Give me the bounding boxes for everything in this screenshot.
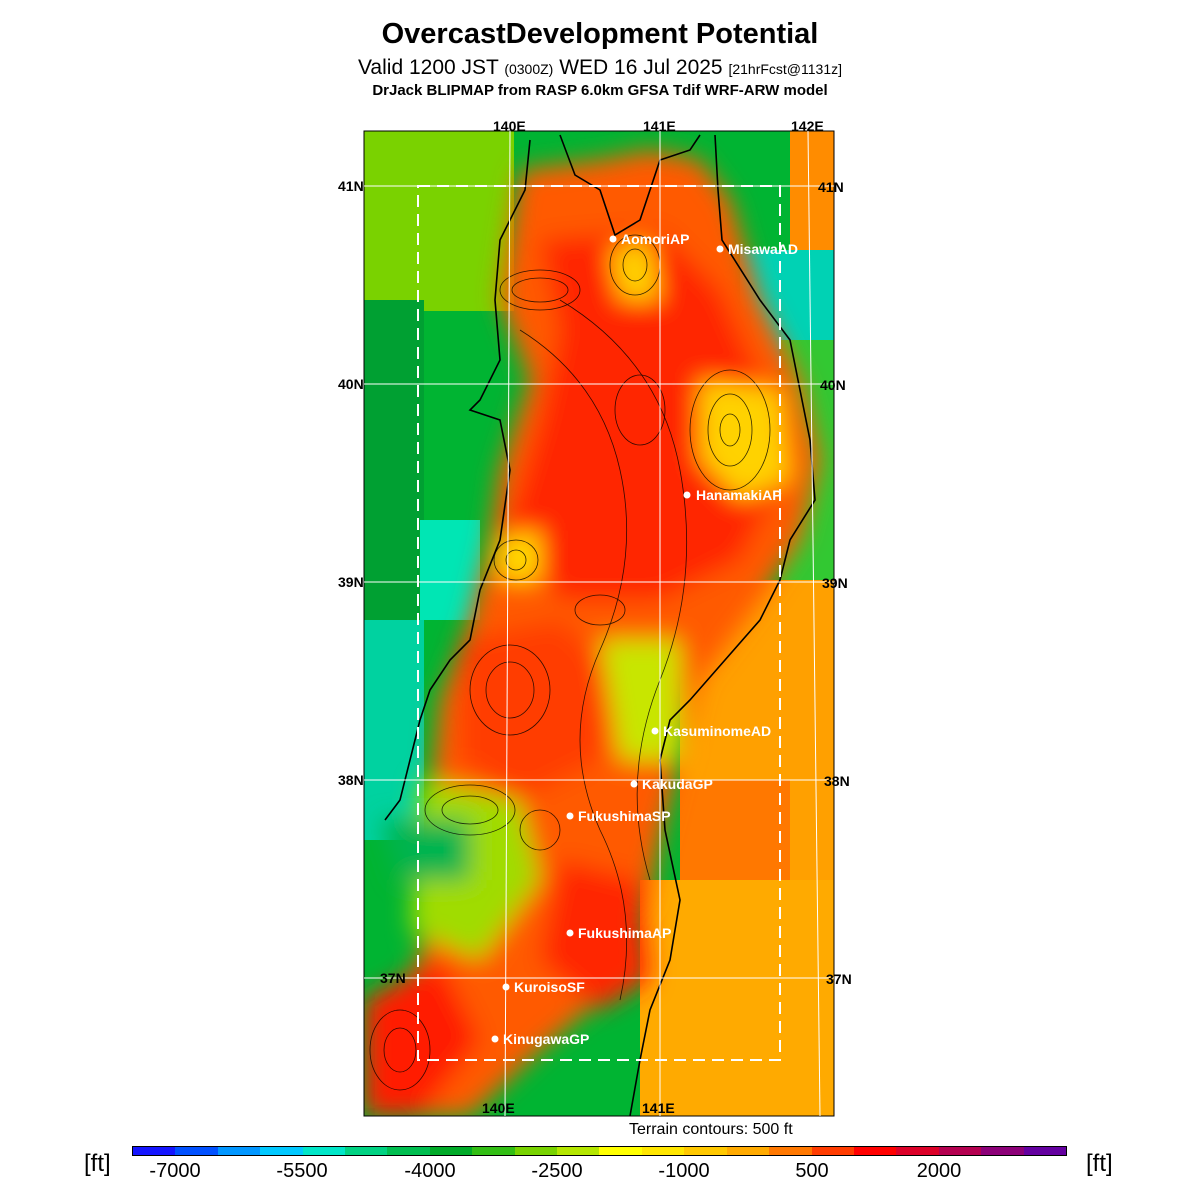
chart-title: OvercastDevelopment Potential	[381, 18, 819, 50]
lat-label-right: 40N	[820, 377, 846, 393]
valid-date: WED 16 Jul 2025	[559, 56, 723, 79]
station-marker	[566, 812, 574, 820]
lat-lon-grid	[364, 130, 834, 1117]
lat-label-left: 39N	[338, 574, 364, 590]
valid-time-line: Valid 1200 JST (0300Z) WED 16 Jul 2025 […	[0, 56, 1200, 80]
field-layer	[364, 131, 834, 1116]
lat-label-right: 41N	[818, 179, 844, 195]
station-label: KinugawaGP	[503, 1031, 589, 1047]
colorbar-segment	[514, 1147, 558, 1155]
colorbar	[132, 1146, 1067, 1156]
station-marker	[630, 780, 638, 788]
colorbar-tick-label: -2500	[531, 1160, 583, 1182]
lat-label-right: 39N	[822, 575, 848, 591]
colorbar-segment	[684, 1147, 727, 1155]
station-label: KasuminomeAD	[663, 723, 771, 739]
valid-prefix: Valid 1200 JST	[357, 56, 499, 79]
lon-label-top: 140E	[493, 118, 526, 134]
station-marker	[609, 235, 617, 243]
lat-label-right: 37N	[826, 971, 852, 987]
lat-label-left: 40N	[338, 376, 364, 392]
station-markers	[491, 235, 724, 1043]
colorbar-segment	[769, 1147, 812, 1155]
forecast-info: [21hrFcst@1131z]	[728, 61, 843, 77]
colorbar-segment	[387, 1147, 430, 1155]
colorbar-tick-label: -7000	[149, 1160, 201, 1182]
colorbar-segment	[557, 1147, 600, 1155]
colorbar-segment	[175, 1147, 218, 1155]
station-label: MisawaAD	[728, 241, 798, 257]
station-label: KakudaGP	[642, 776, 713, 792]
colorbar-tick-label: 2000	[916, 1160, 962, 1182]
lat-label-right: 38N	[824, 773, 850, 789]
lat-label-left: 37N	[380, 970, 406, 986]
model-subtitle: DrJack BLIPMAP from RASP 6.0km GFSA Tdif…	[372, 82, 828, 99]
colorbar-tick-label: -1000	[658, 1160, 710, 1182]
colorbar-segment	[938, 1147, 982, 1155]
station-marker	[716, 245, 724, 253]
station-labels: AomoriAP MisawaAD HanamakiAP KasuminomeA…	[503, 231, 798, 1047]
lat-label-left: 41N	[338, 178, 364, 194]
station-marker	[491, 1035, 499, 1043]
colorbar-segment	[133, 1147, 176, 1155]
colorbar-tick-label: -4000	[404, 1160, 456, 1182]
station-marker	[651, 727, 659, 735]
lon-label-bottom: 141E	[642, 1100, 675, 1116]
colorbar-segment	[853, 1147, 897, 1155]
colorbar-segment	[217, 1147, 261, 1155]
lon-label-top: 141E	[643, 118, 676, 134]
station-label: KuroisoSF	[514, 979, 585, 995]
colorbar-segment	[345, 1147, 388, 1155]
colorbar-segment	[1023, 1147, 1066, 1155]
colorbar-unit-right: [ft]	[1086, 1150, 1113, 1177]
colorbar-segment	[981, 1147, 1024, 1155]
terrain-contours-note: Terrain contours: 500 ft	[629, 1121, 793, 1138]
coastline	[384, 134, 816, 1116]
station-label: FukushimaSP	[578, 808, 671, 824]
station-marker	[566, 929, 574, 937]
map-frame	[363, 130, 835, 1117]
lon-label-top: 142E	[791, 118, 824, 134]
colorbar-segment	[260, 1147, 303, 1155]
colorbar-segment	[429, 1147, 473, 1155]
station-marker	[502, 983, 510, 991]
colorbar-tick-label: -5500	[276, 1160, 328, 1182]
colorbar-segment	[472, 1147, 515, 1155]
lat-label-left: 38N	[338, 772, 364, 788]
valid-utc: (0300Z)	[504, 61, 554, 77]
colorbar-tick-label: 500	[795, 1160, 829, 1182]
colorbar-segment	[302, 1147, 346, 1155]
station-label: AomoriAP	[621, 231, 689, 247]
inner-domain-box	[417, 185, 781, 1061]
colorbar-segment	[896, 1147, 939, 1155]
colorbar-segment	[599, 1147, 642, 1155]
colorbar-unit-left: [ft]	[84, 1150, 111, 1177]
colorbar-segment	[641, 1147, 685, 1155]
colorbar-segment	[726, 1147, 770, 1155]
station-marker	[683, 491, 691, 499]
station-label: HanamakiAP	[696, 487, 782, 503]
colorbar-segment	[811, 1147, 854, 1155]
lon-label-bottom: 140E	[482, 1100, 515, 1116]
station-label: FukushimaAP	[578, 925, 671, 941]
